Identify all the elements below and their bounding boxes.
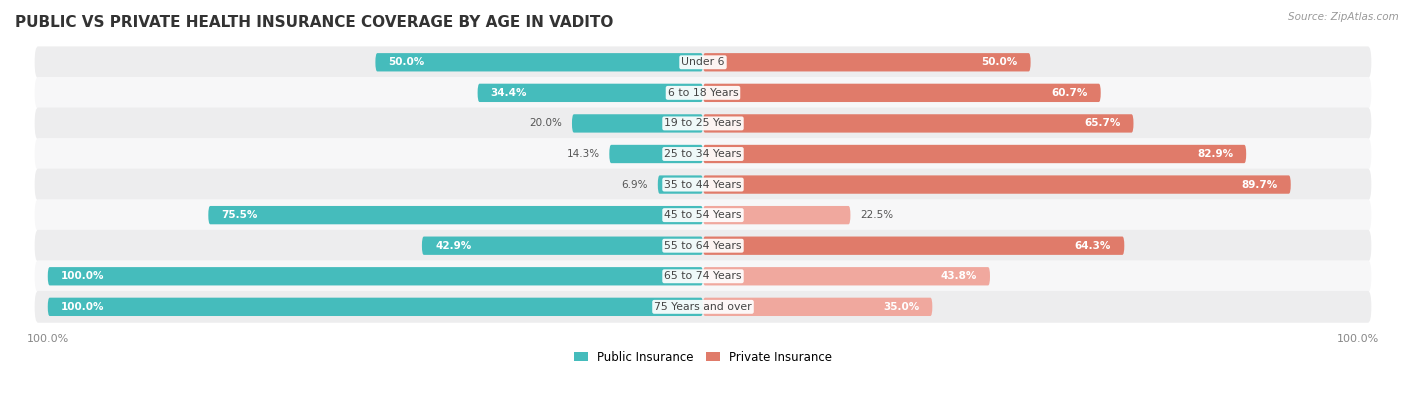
FancyBboxPatch shape bbox=[658, 176, 703, 194]
Text: 42.9%: 42.9% bbox=[434, 241, 471, 251]
FancyBboxPatch shape bbox=[703, 176, 1291, 194]
FancyBboxPatch shape bbox=[703, 114, 1133, 133]
FancyBboxPatch shape bbox=[703, 298, 932, 316]
FancyBboxPatch shape bbox=[48, 267, 703, 285]
FancyBboxPatch shape bbox=[208, 206, 703, 224]
FancyBboxPatch shape bbox=[703, 237, 1125, 255]
FancyBboxPatch shape bbox=[35, 291, 1371, 323]
Text: 100.0%: 100.0% bbox=[60, 271, 104, 281]
FancyBboxPatch shape bbox=[35, 46, 1371, 78]
Text: Source: ZipAtlas.com: Source: ZipAtlas.com bbox=[1288, 12, 1399, 22]
Text: 89.7%: 89.7% bbox=[1241, 180, 1278, 190]
Text: 35 to 44 Years: 35 to 44 Years bbox=[664, 180, 742, 190]
Text: 50.0%: 50.0% bbox=[981, 57, 1018, 67]
Text: 60.7%: 60.7% bbox=[1052, 88, 1088, 98]
Text: 82.9%: 82.9% bbox=[1197, 149, 1233, 159]
FancyBboxPatch shape bbox=[35, 199, 1371, 231]
FancyBboxPatch shape bbox=[422, 237, 703, 255]
FancyBboxPatch shape bbox=[375, 53, 703, 71]
FancyBboxPatch shape bbox=[703, 267, 990, 285]
FancyBboxPatch shape bbox=[478, 84, 703, 102]
Text: 64.3%: 64.3% bbox=[1074, 241, 1111, 251]
FancyBboxPatch shape bbox=[35, 260, 1371, 292]
FancyBboxPatch shape bbox=[609, 145, 703, 163]
Text: 45 to 54 Years: 45 to 54 Years bbox=[664, 210, 742, 220]
Text: 75.5%: 75.5% bbox=[221, 210, 257, 220]
Text: 14.3%: 14.3% bbox=[567, 149, 599, 159]
Text: 20.0%: 20.0% bbox=[529, 119, 562, 128]
FancyBboxPatch shape bbox=[48, 298, 703, 316]
FancyBboxPatch shape bbox=[703, 53, 1031, 71]
Text: 43.8%: 43.8% bbox=[941, 271, 977, 281]
FancyBboxPatch shape bbox=[572, 114, 703, 133]
Text: 6 to 18 Years: 6 to 18 Years bbox=[668, 88, 738, 98]
FancyBboxPatch shape bbox=[703, 145, 1246, 163]
Text: PUBLIC VS PRIVATE HEALTH INSURANCE COVERAGE BY AGE IN VADITO: PUBLIC VS PRIVATE HEALTH INSURANCE COVER… bbox=[15, 15, 613, 30]
FancyBboxPatch shape bbox=[35, 77, 1371, 109]
Text: 25 to 34 Years: 25 to 34 Years bbox=[664, 149, 742, 159]
FancyBboxPatch shape bbox=[35, 138, 1371, 170]
Text: 75 Years and over: 75 Years and over bbox=[654, 302, 752, 312]
Text: 6.9%: 6.9% bbox=[621, 180, 648, 190]
Text: 100.0%: 100.0% bbox=[60, 302, 104, 312]
Legend: Public Insurance, Private Insurance: Public Insurance, Private Insurance bbox=[569, 346, 837, 368]
FancyBboxPatch shape bbox=[35, 107, 1371, 139]
FancyBboxPatch shape bbox=[703, 84, 1101, 102]
Text: 34.4%: 34.4% bbox=[491, 88, 527, 98]
Text: 19 to 25 Years: 19 to 25 Years bbox=[664, 119, 742, 128]
Text: 22.5%: 22.5% bbox=[860, 210, 893, 220]
FancyBboxPatch shape bbox=[703, 206, 851, 224]
Text: Under 6: Under 6 bbox=[682, 57, 724, 67]
Text: 65 to 74 Years: 65 to 74 Years bbox=[664, 271, 742, 281]
FancyBboxPatch shape bbox=[35, 230, 1371, 261]
FancyBboxPatch shape bbox=[35, 169, 1371, 200]
Text: 55 to 64 Years: 55 to 64 Years bbox=[664, 241, 742, 251]
Text: 35.0%: 35.0% bbox=[883, 302, 920, 312]
Text: 50.0%: 50.0% bbox=[388, 57, 425, 67]
Text: 65.7%: 65.7% bbox=[1084, 119, 1121, 128]
